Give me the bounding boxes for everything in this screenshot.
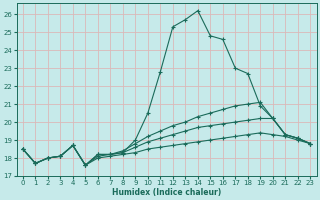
X-axis label: Humidex (Indice chaleur): Humidex (Indice chaleur) (112, 188, 221, 197)
